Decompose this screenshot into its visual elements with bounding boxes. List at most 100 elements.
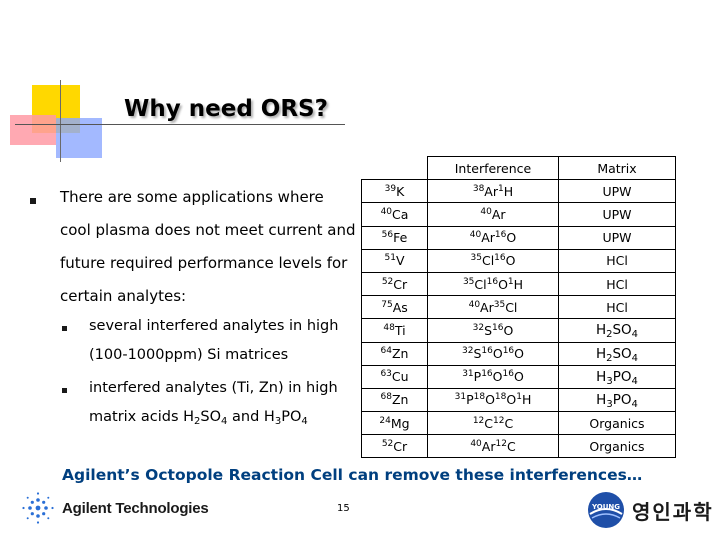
- isotope-element: Ar: [481, 438, 496, 454]
- analyte-mass: 56: [381, 230, 394, 241]
- table-row: 51V 35Cl16O HCl: [361, 248, 676, 273]
- slide-title: Why need ORS?: [124, 96, 328, 122]
- analyte-mass: 63: [380, 369, 392, 380]
- analyte-cell: 68Zn: [361, 387, 428, 413]
- matrix-sub: 2: [606, 352, 613, 364]
- isotope-mass: 16: [494, 230, 507, 241]
- analyte-cell: 64Zn: [361, 341, 428, 366]
- isotope-mass: 16: [481, 346, 493, 357]
- analyte-element: Zn: [391, 392, 409, 408]
- isotope-mass: 35: [462, 276, 475, 287]
- agilent-spark-icon: [22, 492, 54, 524]
- isotope-mass: 38: [472, 183, 485, 194]
- matrix-cell: HCl: [558, 271, 676, 297]
- table-header-matrix: Matrix: [558, 155, 676, 181]
- isotope-mass: 1: [498, 183, 504, 194]
- decor-horizontal-line: [15, 124, 345, 125]
- analyte-element: Cr: [393, 276, 408, 292]
- analyte-mass: 51: [384, 253, 396, 264]
- matrix-part: H: [595, 322, 607, 339]
- table-row: 63Cu 31P16O16O H3PO4: [361, 364, 676, 389]
- isotope-mass: 1: [516, 392, 522, 403]
- isotope-mass: 40: [470, 438, 482, 449]
- isotope-mass: 16: [486, 276, 499, 287]
- isotope-mass: 18: [494, 392, 507, 403]
- analyte-cell: 40Ca: [361, 202, 428, 227]
- isotope-element: O: [506, 230, 517, 246]
- isotope-element: P: [466, 392, 474, 408]
- matrix-part: H: [596, 368, 607, 385]
- isotope-element: O: [505, 253, 516, 269]
- agilent-logo: Agilent Technologies: [20, 490, 209, 526]
- matrix-cell: HCl: [558, 295, 676, 320]
- decor-pink-square: [10, 115, 56, 145]
- isotope-element: Ar: [480, 299, 494, 315]
- isotope-element: S: [473, 346, 482, 362]
- isotope-mass: 35: [470, 253, 482, 264]
- isotope-element: O: [498, 276, 508, 292]
- matrix-cell: H2SO4: [558, 318, 676, 343]
- analyte-cell: 48Ti: [361, 318, 428, 343]
- isotope-element: O: [492, 369, 503, 385]
- isotope-element: Cl: [505, 299, 518, 315]
- isotope-element: O: [503, 322, 514, 338]
- analyte-mass: 48: [383, 322, 395, 333]
- isotope-element: C: [484, 415, 493, 431]
- isotope-mass: 12: [493, 415, 505, 426]
- analyte-mass: 64: [380, 346, 392, 357]
- analyte-cell: 52Cr: [361, 434, 428, 459]
- interference-cell: 32S16O16O: [427, 341, 559, 366]
- table-header-row: Interference Matrix: [361, 155, 676, 181]
- bullet-marker: [30, 198, 36, 204]
- matrix-sub: 3: [606, 375, 613, 387]
- youngin-brand-text: 영인과학: [632, 499, 714, 524]
- interference-cell: 32S16O: [427, 318, 559, 343]
- isotope-mass: 40: [468, 299, 481, 310]
- isotope-mass: 16: [502, 369, 514, 380]
- isotope-element: Ar: [491, 206, 506, 222]
- isotope-element: Cl: [474, 276, 487, 292]
- table-row: 48Ti 32S16O H2SO4: [361, 318, 676, 343]
- matrix-sub: 4: [631, 329, 639, 341]
- isotope-mass: 16: [502, 346, 515, 357]
- analyte-mass: 52: [381, 438, 394, 449]
- youngin-logo: YOUNG 영인과학: [586, 490, 714, 530]
- isotope-mass: 18: [473, 392, 486, 403]
- isotope-mass: 1: [507, 276, 514, 287]
- matrix-cell: UPW: [558, 202, 676, 227]
- interference-cell: 40Ar35Cl: [427, 295, 559, 320]
- table-row: 40Ca 40Ar UPW: [361, 202, 676, 227]
- isotope-mass: 12: [472, 415, 485, 426]
- analyte-element: Fe: [393, 230, 408, 246]
- matrix-cell: UPW: [558, 179, 676, 204]
- isotope-mass: 40: [469, 230, 482, 241]
- isotope-mass: 35: [493, 299, 506, 310]
- analyte-mass: 39: [384, 183, 397, 194]
- matrix-cell: Organics: [558, 411, 676, 436]
- bullet1-line4: certain analytes:: [60, 287, 187, 305]
- interference-cell: 31P16O16O: [427, 364, 559, 389]
- sub-bullet1-line1: several interfered analytes in high: [89, 318, 339, 334]
- isotope-mass: 31: [454, 392, 467, 403]
- bullet1-line2: cool plasma does not meet current and: [60, 221, 356, 239]
- analyte-cell: 56Fe: [361, 225, 428, 250]
- table-header-interference: Interference: [427, 155, 559, 181]
- isotope-element: S: [484, 322, 493, 338]
- matrix-cell: H2SO4: [558, 341, 676, 366]
- analyte-element: Ca: [392, 206, 409, 222]
- interference-cell: 35Cl16O1H: [427, 271, 559, 297]
- analyte-mass: 75: [381, 299, 393, 310]
- isotope-mass: 31: [462, 369, 474, 380]
- isotope-element: H: [521, 392, 532, 408]
- matrix-part: PO: [612, 391, 632, 408]
- analyte-element: K: [396, 183, 405, 199]
- conclusion-text: Agilent’s Octopole Reaction Cell can rem…: [62, 466, 643, 484]
- table-row: 52Cr 35Cl16O1H HCl: [361, 271, 676, 297]
- isotope-element: P: [473, 369, 482, 385]
- analyte-element: As: [392, 299, 408, 315]
- analyte-mass: 24: [379, 415, 391, 426]
- matrix-part: SO: [612, 322, 632, 339]
- page-number: 15: [337, 503, 350, 514]
- isotope-element: O: [513, 369, 524, 385]
- table-row: 52Cr 40Ar12C Organics: [361, 434, 676, 459]
